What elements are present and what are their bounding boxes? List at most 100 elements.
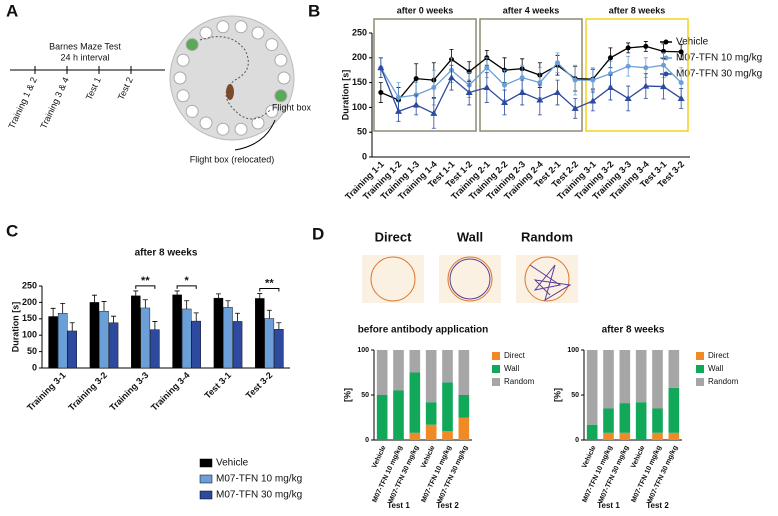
timeline-label: Test 2 [116, 76, 135, 102]
legend-label: Vehicle [216, 458, 249, 469]
group-label: Test 1 [387, 501, 410, 510]
series-line [380, 45, 682, 101]
bar-segment [376, 395, 388, 440]
strategy-image [439, 255, 501, 303]
maze-subtitle: 24 h interval [60, 52, 109, 62]
legend-label: M07-TFN 30 mg/kg [216, 490, 302, 501]
significance-bracket [135, 285, 156, 289]
marker [377, 64, 385, 71]
legend-label: Wall [504, 364, 519, 373]
bar [223, 307, 233, 369]
hole [199, 26, 213, 40]
timeline-label: Training 3 & 4 [38, 76, 71, 131]
x-tick-label: Test 3-1 [202, 370, 233, 401]
panel-label: D [312, 224, 324, 243]
error-bar [193, 312, 199, 322]
y-axis-label: Duration [s] [10, 302, 20, 353]
bar-segment [586, 424, 598, 440]
x-tick-label: Vehicle [420, 445, 437, 470]
y-tick-label: 50 [27, 346, 37, 356]
legend-swatch [696, 365, 704, 373]
bar-segment [603, 432, 614, 440]
hole [234, 20, 248, 34]
bar-segment [393, 350, 404, 391]
error-bar [111, 315, 117, 323]
y-tick-label: 0 [32, 362, 37, 372]
hole [274, 89, 288, 103]
marker [678, 80, 684, 86]
y-tick-label: 0 [365, 437, 369, 444]
bar-segment [619, 350, 631, 404]
x-tick-label: Training 3-4 [149, 370, 192, 413]
marker [378, 90, 384, 96]
bar [213, 297, 224, 369]
x-tick-label: Training 3-1 [25, 370, 68, 413]
bar [232, 321, 243, 369]
marker [678, 49, 684, 55]
flight-box-label: Flight box [272, 102, 312, 112]
marker [396, 94, 401, 100]
error-bar [91, 294, 97, 303]
path-trace [199, 36, 271, 120]
marker [501, 98, 508, 105]
marker [536, 96, 544, 103]
legend-marker [663, 71, 669, 77]
x-tick-label: Vehicle [371, 445, 388, 470]
period-box [479, 18, 583, 132]
error-bar [101, 301, 107, 312]
strategy-label: Wall [457, 229, 483, 244]
legend-swatch [199, 474, 213, 484]
significance-bracket [176, 285, 197, 289]
bar [255, 298, 265, 369]
legend-swatch [492, 365, 500, 373]
marker [661, 62, 666, 68]
marker [660, 83, 667, 90]
chart-title: before antibody application [358, 325, 489, 336]
bar-segment [458, 350, 470, 395]
y-tick-label: 100 [567, 347, 579, 354]
marker [554, 89, 561, 96]
error-bar [257, 293, 263, 299]
y-tick-label: 250 [352, 27, 367, 37]
marker [395, 107, 402, 114]
hole [176, 89, 190, 103]
chart-title: after 8 weeks [602, 325, 665, 336]
error-bar [184, 300, 190, 309]
bar-segment [458, 417, 470, 440]
legend-label: Random [708, 377, 739, 386]
significance-label: ** [141, 275, 150, 287]
error-bar [215, 293, 221, 299]
error-bar [69, 322, 75, 331]
arrow [234, 119, 276, 151]
y-tick-label: 200 [352, 52, 367, 62]
hole [185, 38, 199, 52]
significance-bracket [259, 288, 280, 292]
y-axis-label: [%] [552, 388, 562, 402]
group-label: Test 1 [597, 501, 620, 510]
marker [555, 60, 560, 66]
legend-label: Random [504, 377, 535, 386]
x-tick-label: Vehicle [581, 445, 598, 470]
bar-segment [425, 402, 437, 425]
y-tick-label: 50 [357, 127, 367, 137]
marker [448, 74, 455, 81]
bar-segment [635, 402, 647, 440]
strategy-label: Random [521, 229, 573, 244]
legend-swatch [696, 352, 704, 360]
period-box [585, 18, 689, 132]
bar [191, 320, 201, 369]
bar [67, 330, 77, 369]
bar-segment [652, 432, 663, 440]
period-label: after 0 weeks [397, 5, 454, 15]
marker [625, 63, 631, 69]
y-tick-label: 250 [22, 280, 37, 290]
y-tick-label: 100 [357, 347, 369, 354]
bar [140, 307, 151, 369]
bar-segment [619, 403, 631, 433]
legend-marker [663, 55, 669, 61]
legend-swatch [199, 490, 213, 500]
bar [264, 318, 275, 369]
bar [150, 329, 160, 369]
y-tick-label: 100 [22, 330, 37, 340]
y-axis-label: Duration [s] [340, 70, 350, 121]
